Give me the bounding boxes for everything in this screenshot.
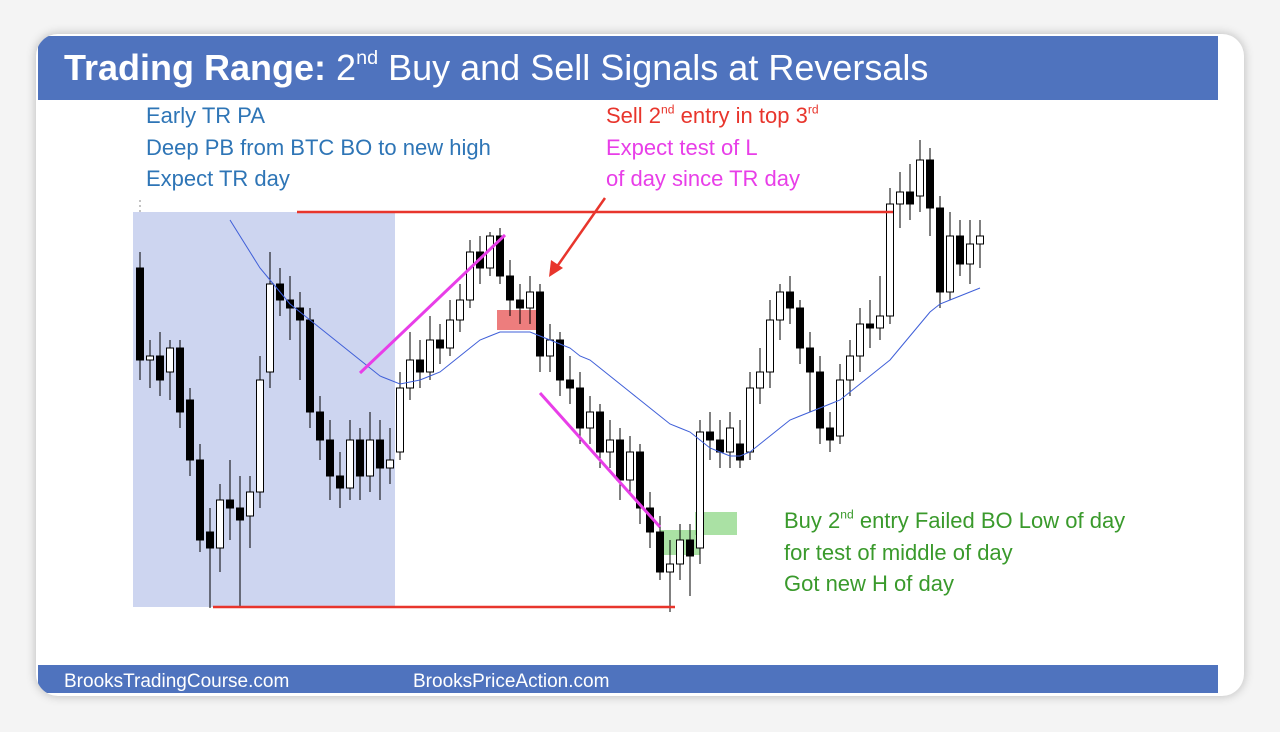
note-sup: nd bbox=[661, 102, 675, 117]
slide-footer: BrooksTradingCourse.com BrooksPriceActio… bbox=[38, 665, 1218, 693]
title-bold: Trading Range: bbox=[64, 47, 327, 88]
title-sup: nd bbox=[356, 47, 379, 70]
note-text: Sell 2 bbox=[606, 103, 662, 128]
footer-link: BrooksPriceAction.com bbox=[413, 671, 610, 692]
footer-link: BrooksTradingCourse.com bbox=[64, 671, 290, 692]
note-early: Early TR PA Deep PB from BTC BO to new h… bbox=[146, 100, 491, 195]
note-line: Buy 2nd entry Failed BO Low of day bbox=[784, 505, 1125, 537]
note-line: for test of middle of day bbox=[784, 539, 1013, 565]
note-line: Deep PB from BTC BO to new high bbox=[146, 134, 491, 160]
title-num: 2 bbox=[336, 47, 357, 88]
slide-header: Trading Range: 2nd Buy and Sell Signals … bbox=[38, 36, 1218, 100]
note-line: Got new H of day bbox=[784, 571, 954, 596]
note-text: Buy 2 bbox=[784, 508, 841, 533]
note-buy: Buy 2nd entry Failed BO Low of day for t… bbox=[784, 505, 1125, 600]
note-line: of day since TR day bbox=[606, 166, 801, 191]
note-line: Expect test of L bbox=[606, 134, 758, 160]
note-line: Early TR PA bbox=[146, 103, 265, 128]
note-sell: Sell 2nd entry in top 3rd Expect test of… bbox=[606, 100, 819, 195]
note-text: entry in top 3 bbox=[674, 103, 808, 128]
title-rest: Buy and Sell Signals at Reversals bbox=[378, 47, 929, 88]
note-sup: nd bbox=[840, 507, 854, 522]
note-text: entry Failed BO Low of day bbox=[853, 508, 1126, 533]
note-sup: rd bbox=[807, 102, 819, 117]
note-line: Expect TR day bbox=[146, 166, 290, 191]
slide: Trading Range: 2nd Buy and Sell Signals … bbox=[36, 34, 1244, 696]
note-line: Sell 2nd entry in top 3rd bbox=[606, 100, 819, 132]
